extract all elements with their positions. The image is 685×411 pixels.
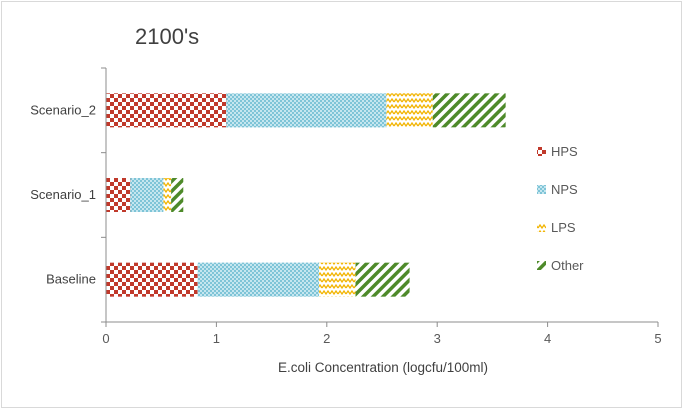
legend-label-nps: NPS (551, 182, 578, 197)
x-tick-label: 1 (213, 331, 220, 346)
legend-swatch-other (537, 261, 546, 270)
bars-layer (106, 93, 506, 297)
x-tick-label: 4 (544, 331, 551, 346)
legend-label-hps: HPS (551, 144, 578, 159)
bar-scenario-2-hps (106, 93, 227, 128)
y-tick-label: Scenario_1 (30, 187, 96, 202)
x-axis-title: E.coli Concentration (logcfu/100ml) (278, 360, 488, 375)
x-tick-label: 0 (102, 331, 109, 346)
bar-scenario-2-other (432, 93, 506, 128)
bar-scenario-1-nps (130, 178, 164, 212)
bar-baseline-nps (197, 262, 320, 297)
bar-scenario-1-lps (163, 178, 172, 212)
axes-layer: Baseline Scenario_1 Scenario_2 0 1 2 3 4 5 (30, 67, 662, 346)
y-tick-label: Scenario_2 (30, 102, 96, 117)
bar-scenario-1-hps (106, 178, 131, 212)
bar-scenario-2-lps (386, 93, 433, 128)
x-tick-label: 3 (434, 331, 441, 346)
legend: HPS NPS LPS Other (537, 144, 584, 273)
legend-swatch-lps (537, 223, 546, 232)
chart-title: 2100's (135, 24, 199, 49)
bar-baseline-lps (319, 262, 356, 297)
bar-scenario-1-other (171, 178, 184, 212)
legend-swatch-hps (537, 147, 546, 156)
legend-swatch-nps (537, 185, 546, 194)
legend-label-lps: LPS (551, 220, 576, 235)
bar-baseline-hps (106, 262, 198, 297)
bar-scenario-2-nps (226, 93, 387, 128)
x-tick-label: 5 (654, 331, 661, 346)
legend-label-other: Other (551, 258, 584, 273)
x-tick-label: 2 (323, 331, 330, 346)
bar-baseline-other (355, 262, 410, 297)
y-tick-label: Baseline (46, 272, 96, 287)
